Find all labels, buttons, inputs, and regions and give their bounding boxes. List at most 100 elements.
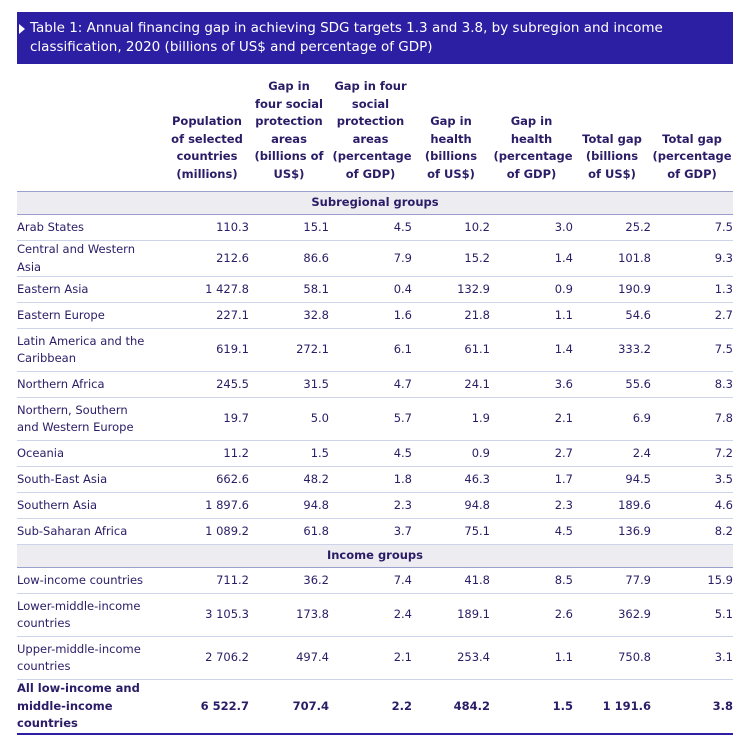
value-cell: 1.9: [412, 397, 490, 441]
header-cell: Gap in health (billions of US$): [412, 74, 490, 192]
value-cell: 132.9: [412, 276, 490, 303]
value-cell: 25.2: [573, 214, 651, 241]
row-label: Southern Asia: [17, 492, 165, 519]
header-cell: Total gap (percentage of GDP): [651, 74, 733, 192]
data-row: Upper-middle-income countries 2 706.2 497.…: [17, 636, 733, 680]
value-cell: 3.1: [651, 636, 733, 680]
value-cell: 1.1: [490, 636, 573, 680]
value-cell: 1 089.2: [165, 518, 249, 545]
header-row: Population of selected countries (millio…: [17, 74, 733, 192]
data-row: All low-income and middle-income countri…: [17, 679, 733, 735]
value-cell: 15.2: [412, 240, 490, 277]
header-cell: Population of selected countries (millio…: [165, 74, 249, 192]
value-cell: 1.7: [490, 466, 573, 493]
row-label: Arab States: [17, 214, 165, 241]
table-title: Table 1: Annual financing gap in achievi…: [17, 12, 733, 64]
header-label: Gap in health (percentage of GDP): [493, 114, 573, 181]
value-cell: 2.3: [490, 492, 573, 519]
value-cell: 173.8: [249, 593, 329, 637]
value-cell: 10.2: [412, 214, 490, 241]
value-cell: 7.4: [329, 567, 412, 594]
row-label: Eastern Asia: [17, 276, 165, 303]
value-cell: 7.5: [651, 328, 733, 372]
data-row: Central and Western Asia 212.6 86.6 7.9 15.2…: [17, 240, 733, 277]
value-cell: 4.5: [329, 440, 412, 467]
value-cell: 272.1: [249, 328, 329, 372]
section-row: Income groups: [17, 544, 733, 568]
row-label: Eastern Europe: [17, 302, 165, 329]
value-cell: 2.6: [490, 593, 573, 637]
value-cell: 212.6: [165, 240, 249, 277]
table: Population of selected countries (millio…: [17, 74, 733, 735]
value-cell: 333.2: [573, 328, 651, 372]
value-cell: 41.8: [412, 567, 490, 594]
value-cell: 497.4: [249, 636, 329, 680]
value-cell: 15.9: [651, 567, 733, 594]
header-cell: Gap in health (percentage of GDP): [490, 74, 573, 192]
data-row: Northern, Southern and Western Europe 19.…: [17, 397, 733, 441]
data-row: Latin America and the Caribbean 619.1 272.…: [17, 328, 733, 372]
data-row: Arab States 110.3 15.1 4.5 10.2 3.0 25.2 7.5: [17, 214, 733, 241]
row-label: Northern Africa: [17, 371, 165, 398]
value-cell: 189.1: [412, 593, 490, 637]
value-cell: 1 897.6: [165, 492, 249, 519]
value-cell: 253.4: [412, 636, 490, 680]
row-label: Upper-middle-income countries: [17, 636, 165, 680]
row-label: Low-income countries: [17, 567, 165, 594]
row-label: Sub-Saharan Africa: [17, 518, 165, 545]
value-cell: 5.7: [329, 397, 412, 441]
data-row: Northern Africa 245.5 31.5 4.7 24.1 3.6 55.6 8.…: [17, 371, 733, 398]
value-cell: 4.7: [329, 371, 412, 398]
value-cell: 1.5: [490, 679, 573, 735]
value-cell: 189.6: [573, 492, 651, 519]
value-cell: 7.5: [651, 214, 733, 241]
header-cell: Gap in four social protection areas (bil…: [249, 74, 329, 192]
value-cell: 707.4: [249, 679, 329, 735]
value-cell: 0.9: [490, 276, 573, 303]
value-cell: 48.2: [249, 466, 329, 493]
data-row: Low-income countries 711.2 36.2 7.4 41.8 8.5 7…: [17, 567, 733, 594]
value-cell: 86.6: [249, 240, 329, 277]
value-cell: 94.8: [412, 492, 490, 519]
value-cell: 8.2: [651, 518, 733, 545]
data-row: Oceania 11.2 1.5 4.5 0.9 2.7 2.4 7.2: [17, 440, 733, 467]
value-cell: 75.1: [412, 518, 490, 545]
value-cell: 2 706.2: [165, 636, 249, 680]
data-row: Eastern Asia 1 427.8 58.1 0.4 132.9 0.9 190.9 1…: [17, 276, 733, 303]
value-cell: 4.5: [490, 518, 573, 545]
value-cell: 2.7: [490, 440, 573, 467]
value-cell: 3.5: [651, 466, 733, 493]
value-cell: 0.4: [329, 276, 412, 303]
row-label: Lower-middle-income countries: [17, 593, 165, 637]
value-cell: 6.1: [329, 328, 412, 372]
value-cell: 2.1: [329, 636, 412, 680]
row-label: Oceania: [17, 440, 165, 467]
value-cell: 1.1: [490, 302, 573, 329]
value-cell: 484.2: [412, 679, 490, 735]
section-label: Income groups: [17, 544, 733, 568]
value-cell: 1 427.8: [165, 276, 249, 303]
value-cell: 2.3: [329, 492, 412, 519]
value-cell: 11.2: [165, 440, 249, 467]
value-cell: 2.4: [573, 440, 651, 467]
value-cell: 15.1: [249, 214, 329, 241]
value-cell: 190.9: [573, 276, 651, 303]
row-label: Central and Western Asia: [17, 240, 165, 277]
section-label: Subregional groups: [17, 191, 733, 215]
value-cell: 7.2: [651, 440, 733, 467]
value-cell: 1.6: [329, 302, 412, 329]
value-cell: 4.5: [329, 214, 412, 241]
value-cell: 3 105.3: [165, 593, 249, 637]
value-cell: 77.9: [573, 567, 651, 594]
value-cell: 362.9: [573, 593, 651, 637]
value-cell: 4.6: [651, 492, 733, 519]
value-cell: 5.0: [249, 397, 329, 441]
value-cell: 110.3: [165, 214, 249, 241]
value-cell: 2.2: [329, 679, 412, 735]
value-cell: 1.3: [651, 276, 733, 303]
value-cell: 8.3: [651, 371, 733, 398]
value-cell: 3.8: [651, 679, 733, 735]
section-row: Subregional groups: [17, 191, 733, 215]
row-label: All low-income and middle-income countri…: [17, 679, 165, 735]
value-cell: 61.8: [249, 518, 329, 545]
